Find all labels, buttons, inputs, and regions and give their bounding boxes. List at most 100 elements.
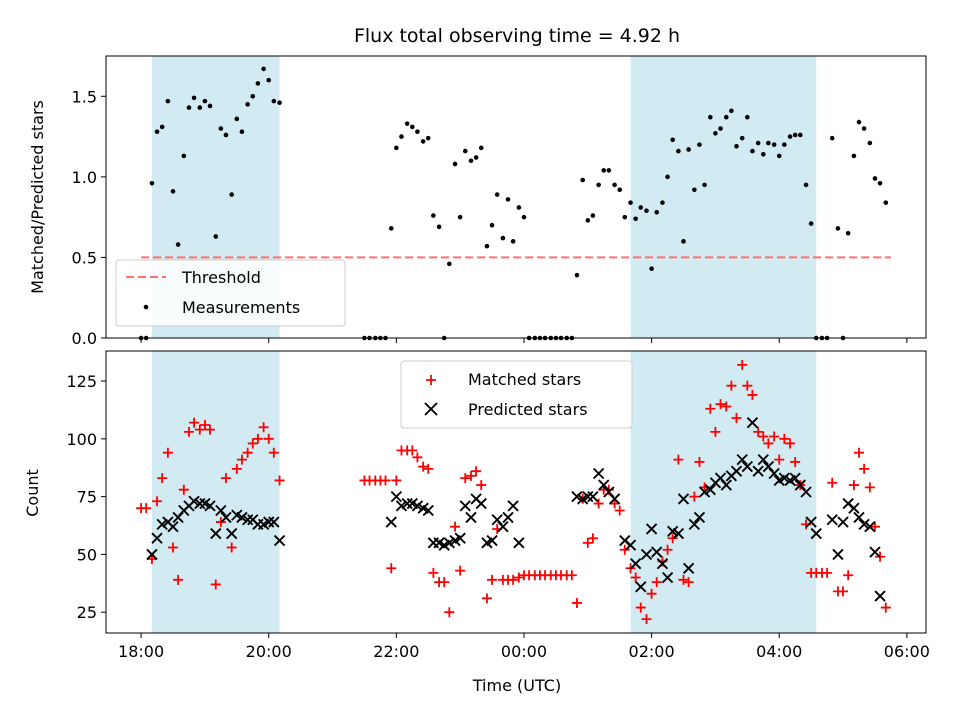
bottom-matched-point-119 <box>848 480 859 491</box>
top-measurement-point-34 <box>399 134 404 139</box>
top-measurement-point-9 <box>186 105 192 110</box>
bottom-matched-point-95 <box>721 401 732 412</box>
bottom-predicted-point-83 <box>752 465 764 477</box>
top-legend-measurements-label: Measurements <box>182 298 300 317</box>
bottom-predicted-point-25 <box>385 516 397 528</box>
top-measurement-point-14 <box>213 234 219 239</box>
bottom-matched-point-122 <box>864 482 875 493</box>
top-axes-frame <box>105 55 927 339</box>
bottom-matched-point-103 <box>763 438 774 449</box>
top-measurement-point-17 <box>229 192 235 197</box>
top-measurement-point-2 <box>149 181 155 186</box>
top-measurement-point-53 <box>500 235 506 241</box>
bottom-matched-point-51 <box>487 574 498 585</box>
bottom-predicted-point-82 <box>746 416 759 429</box>
bottom-matched-point-102 <box>758 431 769 442</box>
bottom-matched-point-90 <box>694 456 705 467</box>
bottom-matched-point-18 <box>231 463 242 474</box>
top-measurement-point-110 <box>803 182 809 188</box>
bottom-predicted-point-49 <box>513 537 525 549</box>
bottom-predicted-point-101 <box>858 518 870 531</box>
top-measurement-point-89 <box>692 187 697 193</box>
top-measurement-point-70 <box>590 213 596 218</box>
top-measurement-point-105 <box>776 153 782 159</box>
bottom-predicted-point-48 <box>507 500 519 512</box>
top-measurement-point-115 <box>829 135 835 141</box>
bottom-predicted-point-11 <box>204 500 216 512</box>
bottom-matched-point-7 <box>173 574 184 585</box>
bottom-predicted-point-17 <box>236 511 248 524</box>
top-measurement-point-44 <box>452 161 458 167</box>
bottom-matched-point-125 <box>880 602 891 613</box>
bottom-matched-point-100 <box>747 389 758 400</box>
bottom-legend-box <box>400 360 633 429</box>
top-measurement-point-111 <box>808 221 814 226</box>
top-measurement-point-93 <box>713 131 718 136</box>
bottom-matched-point-45 <box>455 565 466 576</box>
top-measurement-point-88 <box>686 147 691 152</box>
bottom-matched-point-89 <box>689 491 700 502</box>
top-measurement-point-41 <box>436 224 442 230</box>
bottom-matched-point-71 <box>593 498 604 509</box>
bottom-matched-point-21 <box>247 438 258 449</box>
bottom-predicted-point-92 <box>800 486 812 498</box>
bottom-matched-point-1 <box>141 503 152 514</box>
bottom-matched-point-13 <box>205 424 216 435</box>
bottom-predicted-point-97 <box>837 516 849 528</box>
bottom-predicted-point-9 <box>194 497 206 510</box>
top-measurement-point-84 <box>665 174 670 180</box>
bottom-matched-point-3 <box>152 496 163 507</box>
top-measurement-point-118 <box>845 230 851 236</box>
top-measurement-point-45 <box>457 214 463 220</box>
top-measurement-point-13 <box>207 103 213 109</box>
bottom-matched-point-79 <box>635 602 646 613</box>
bottom-predicted-point-12 <box>210 527 222 540</box>
top-chart-title: Flux total observing time = 4.92 h <box>354 25 680 47</box>
top-measurement-point-109 <box>797 132 803 138</box>
bottom-matched-point-98 <box>737 359 748 370</box>
bottom-predicted-point-84 <box>757 453 769 466</box>
bottom-predicted-point-61 <box>635 581 647 593</box>
bottom-matched-point-76 <box>619 544 630 555</box>
top-measurement-point-40 <box>431 213 436 218</box>
top-measurement-point-100 <box>750 148 755 154</box>
top-measurement-point-5 <box>165 98 171 104</box>
bottom-legend-predicted-swatch <box>424 402 438 416</box>
top-measurement-point-51 <box>489 222 495 228</box>
top-measurement-point-122 <box>867 140 873 146</box>
top-measurement-point-22 <box>255 81 261 86</box>
bottom-matched-point-8 <box>178 484 189 495</box>
top-measurement-point-57 <box>521 214 527 220</box>
bottom-matched-point-39 <box>423 463 434 474</box>
bottom-matched-point-81 <box>646 588 657 599</box>
top-measurement-point-125 <box>883 200 889 205</box>
bottom-shaded-region-1 <box>630 351 817 633</box>
bottom-y-tick-label-3: 100 <box>66 430 97 449</box>
top-measurement-point-74 <box>612 182 617 188</box>
bottom-shaded-region-0 <box>151 351 280 633</box>
bottom-matched-point-9 <box>183 426 194 437</box>
bottom-legend-matched-label: Matched stars <box>468 370 581 389</box>
bottom-y-tick-label-4: 125 <box>66 372 97 391</box>
bottom-predicted-point-96 <box>832 548 844 561</box>
top-measurement-point-52 <box>494 192 500 197</box>
top-measurement-point-83 <box>660 200 665 205</box>
bottom-predicted-point-55 <box>598 479 610 491</box>
bottom-matched-point-120 <box>853 447 864 458</box>
top-measurement-point-39 <box>425 135 431 141</box>
top-measurement-point-10 <box>191 95 197 101</box>
top-measurement-point-121 <box>861 126 867 131</box>
bottom-matched-point-40 <box>428 567 439 578</box>
bottom-predicted-point-23 <box>268 516 280 528</box>
bottom-predicted-point-80 <box>736 453 748 466</box>
bottom-x-tick-label-6: 06:00 <box>884 642 930 661</box>
bottom-predicted-point-77 <box>720 479 732 491</box>
bottom-x-tick-label-0: 18:00 <box>118 642 164 661</box>
bottom-matched-point-66 <box>566 570 577 581</box>
bottom-predicted-point-100 <box>853 511 865 524</box>
bottom-matched-point-106 <box>779 433 790 444</box>
top-measurement-point-99 <box>745 114 750 120</box>
bottom-matched-point-25 <box>268 447 279 458</box>
bottom-predicted-point-72 <box>693 511 706 524</box>
bottom-matched-point-75 <box>614 505 625 516</box>
